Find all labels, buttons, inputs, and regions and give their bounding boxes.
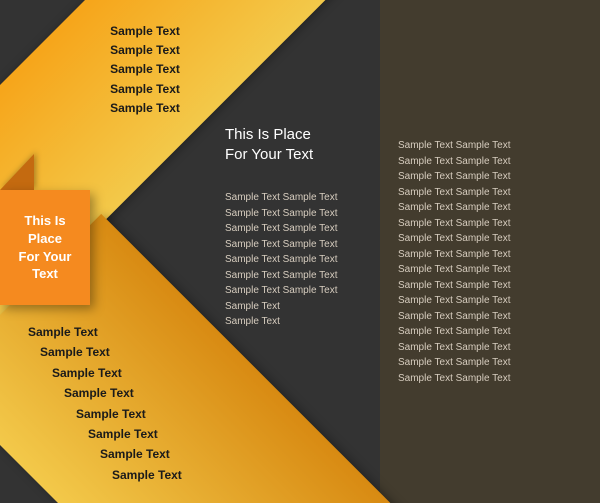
band-text-line: Sample Text	[75, 60, 215, 79]
tab-line: For Your	[6, 248, 84, 266]
body-text-line: Sample Text Sample Text	[398, 185, 588, 201]
body-text-line: Sample Text Sample Text	[398, 231, 588, 247]
tab-fold-corner	[0, 154, 34, 190]
tab-line: This Is	[6, 212, 84, 230]
body-text-line: Sample Text Sample Text	[398, 278, 588, 294]
band-text-line: Sample Text	[28, 322, 182, 342]
body-text-line: Sample Text Sample Text	[225, 190, 385, 206]
band-text-line: Sample Text	[75, 41, 215, 60]
body-text-line: Sample Text Sample Text	[398, 371, 588, 387]
tab-line: Place	[6, 230, 84, 248]
heading-line: For Your Text	[225, 145, 375, 165]
band-text-line: Sample Text	[28, 342, 182, 362]
band-bottom-text: Sample TextSample TextSample TextSample …	[28, 322, 182, 485]
middle-heading: This Is Place For Your Text	[225, 125, 375, 166]
body-text-line: Sample Text Sample Text	[225, 252, 385, 268]
body-text-line: Sample Text Sample Text	[398, 216, 588, 232]
body-text-line: Sample Text Sample Text	[398, 293, 588, 309]
body-text-line: Sample Text Sample Text	[398, 262, 588, 278]
band-text-line: Sample Text	[28, 465, 182, 485]
middle-body-text: Sample Text Sample TextSample Text Sampl…	[225, 190, 385, 330]
band-text-line: Sample Text	[75, 22, 215, 41]
body-text-line: Sample Text Sample Text	[398, 200, 588, 216]
heading-line: This Is Place	[225, 125, 375, 145]
body-text-line: Sample Text Sample Text	[398, 169, 588, 185]
band-text-line: Sample Text	[75, 80, 215, 99]
callout-tab: This Is Place For Your Text	[0, 190, 90, 305]
body-text-line: Sample Text Sample Text	[225, 206, 385, 222]
body-text-line: Sample Text Sample Text	[398, 138, 588, 154]
right-body-text: Sample Text Sample TextSample Text Sampl…	[398, 138, 588, 386]
body-text-line: Sample Text Sample Text	[225, 283, 385, 299]
band-text-line: Sample Text	[28, 363, 182, 383]
body-text-line: Sample Text	[225, 299, 385, 315]
body-text-line: Sample Text Sample Text	[225, 268, 385, 284]
body-text-line: Sample Text Sample Text	[398, 154, 588, 170]
tab-line: Text	[6, 265, 84, 283]
band-text-line: Sample Text	[28, 424, 182, 444]
infographic-stage: Sample TextSample TextSample TextSample …	[0, 0, 600, 503]
band-text-line: Sample Text	[28, 404, 182, 424]
body-text-line: Sample Text Sample Text	[225, 237, 385, 253]
body-text-line: Sample Text	[225, 314, 385, 330]
body-text-line: Sample Text Sample Text	[398, 340, 588, 356]
band-text-line: Sample Text	[75, 99, 215, 118]
body-text-line: Sample Text Sample Text	[398, 324, 588, 340]
body-text-line: Sample Text Sample Text	[398, 309, 588, 325]
band-top-text: Sample TextSample TextSample TextSample …	[75, 22, 215, 118]
body-text-line: Sample Text Sample Text	[398, 355, 588, 371]
band-text-line: Sample Text	[28, 383, 182, 403]
body-text-line: Sample Text Sample Text	[398, 247, 588, 263]
band-text-line: Sample Text	[28, 444, 182, 464]
body-text-line: Sample Text Sample Text	[225, 221, 385, 237]
